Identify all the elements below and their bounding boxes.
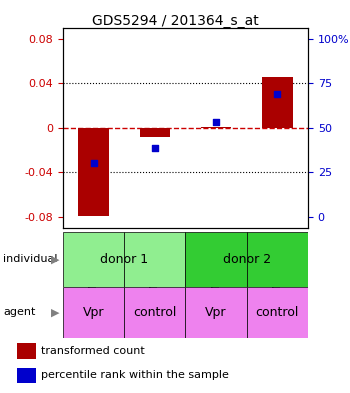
Text: GDS5294 / 201364_s_at: GDS5294 / 201364_s_at bbox=[92, 14, 258, 28]
Bar bbox=[124, 232, 186, 287]
Text: percentile rank within the sample: percentile rank within the sample bbox=[41, 370, 229, 380]
Bar bbox=[201, 127, 231, 128]
Bar bbox=[124, 287, 186, 338]
Text: Vpr: Vpr bbox=[83, 306, 104, 319]
Text: control: control bbox=[133, 306, 176, 319]
Text: donor 2: donor 2 bbox=[223, 253, 271, 266]
Bar bbox=[262, 77, 293, 128]
Bar bbox=[63, 287, 124, 338]
Point bbox=[213, 119, 219, 125]
Text: agent: agent bbox=[4, 307, 36, 318]
Text: Vpr: Vpr bbox=[205, 306, 227, 319]
Bar bbox=[247, 232, 308, 287]
Bar bbox=[17, 368, 36, 383]
Bar bbox=[140, 128, 170, 137]
Text: donor 1: donor 1 bbox=[100, 253, 148, 266]
Bar bbox=[17, 343, 36, 359]
Text: ▶: ▶ bbox=[51, 307, 60, 318]
Bar bbox=[63, 232, 124, 287]
Text: ▶: ▶ bbox=[51, 254, 60, 264]
Bar bbox=[186, 232, 247, 287]
Point bbox=[91, 160, 97, 167]
Text: transformed count: transformed count bbox=[41, 346, 145, 356]
Text: individual: individual bbox=[4, 254, 58, 264]
Bar bbox=[78, 128, 109, 216]
Point bbox=[152, 145, 158, 151]
Text: control: control bbox=[256, 306, 299, 319]
Point bbox=[274, 91, 280, 97]
Bar bbox=[247, 287, 308, 338]
Bar bbox=[186, 287, 247, 338]
